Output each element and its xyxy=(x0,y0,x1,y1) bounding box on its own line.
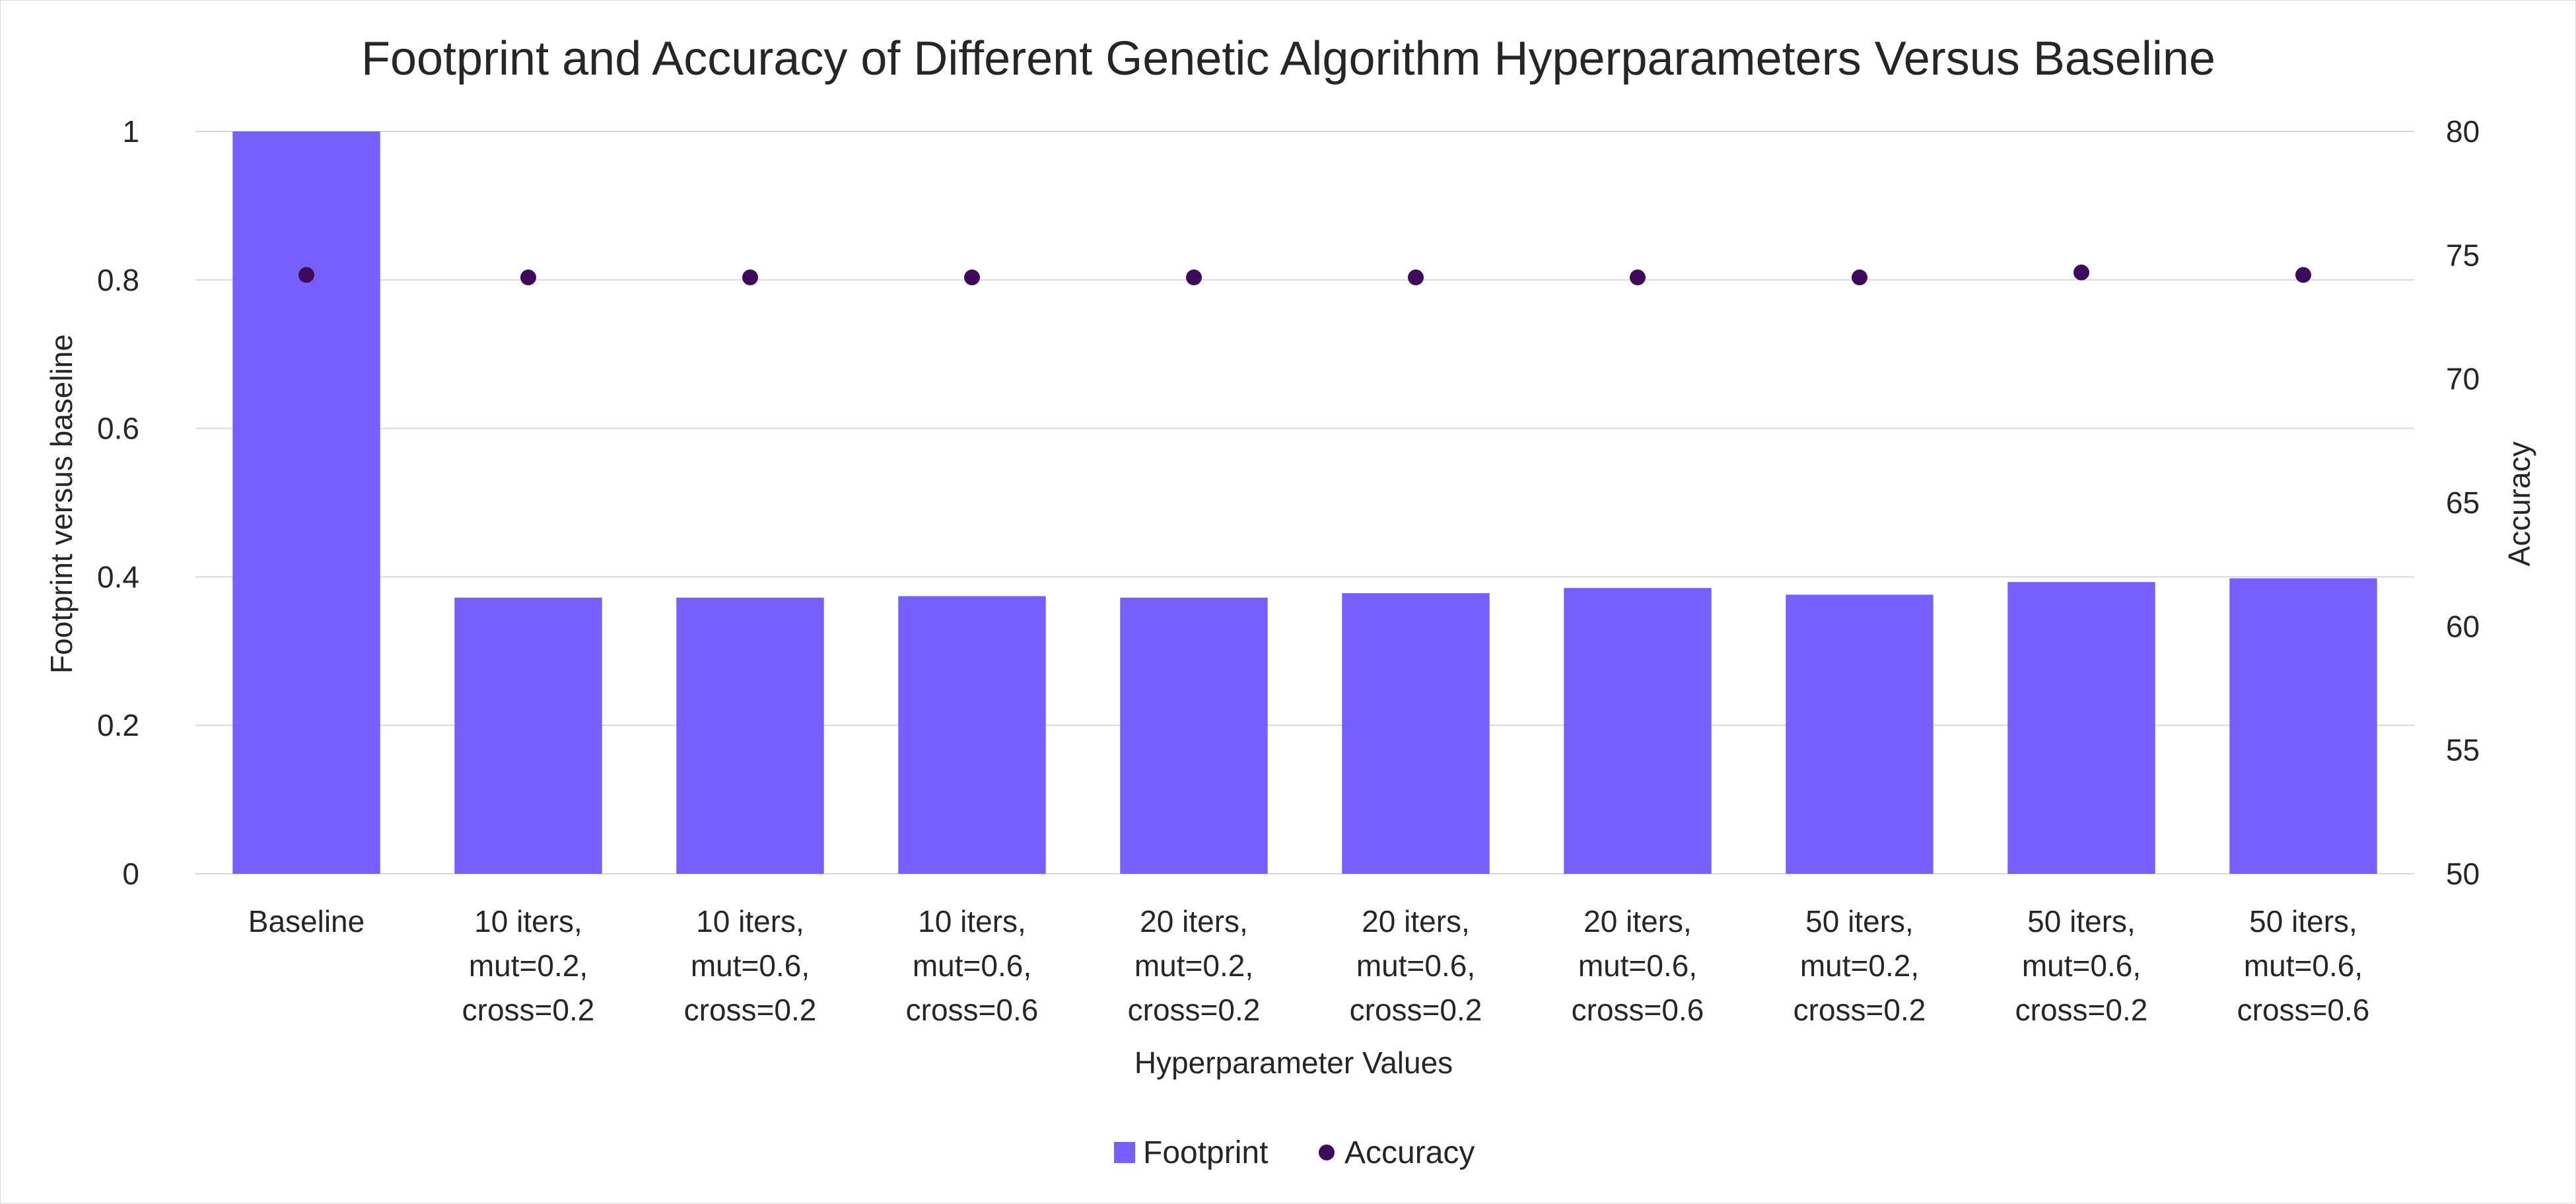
y-tick-label: 0 xyxy=(122,857,139,891)
footprint-bars xyxy=(232,131,2377,874)
footprint-bar xyxy=(1564,588,1712,874)
legend-footprint-label: Footprint xyxy=(1143,1135,1268,1170)
category-label-line: cross=0.2 xyxy=(684,993,817,1027)
category-label: 10 iters, mut=0.6, cross=0.2 xyxy=(684,904,817,1027)
x-axis-label: Hyperparameter Values xyxy=(1134,1045,1453,1080)
category-label: 20 iters, mut=0.6, cross=0.2 xyxy=(1350,904,1482,1027)
category-label-line: 50 iters, xyxy=(2249,904,2357,938)
category-label: 50 iters, mut=0.6, cross=0.6 xyxy=(2237,904,2370,1027)
category-label: 50 iters, mut=0.6, cross=0.2 xyxy=(2015,904,2148,1027)
category-label: 10 iters, mut=0.6, cross=0.6 xyxy=(906,904,1039,1027)
category-label-line: mut=0.2, xyxy=(469,948,588,983)
accuracy-point xyxy=(1186,269,1202,286)
category-label-line: 50 iters, xyxy=(2027,904,2136,938)
category-label-line: mut=0.6, xyxy=(2244,948,2363,983)
accuracy-point xyxy=(1630,269,1646,286)
right-axis-ticks: 50 55 60 65 70 75 80 xyxy=(2446,114,2480,891)
category-label-line: cross=0.6 xyxy=(906,993,1039,1027)
footprint-bar xyxy=(232,131,380,874)
accuracy-points xyxy=(298,264,2311,286)
accuracy-point xyxy=(520,269,536,286)
category-label: 20 iters, mut=0.2, cross=0.2 xyxy=(1128,904,1261,1027)
accuracy-point xyxy=(2073,264,2089,281)
footprint-bar xyxy=(2007,582,2155,874)
footprint-bar xyxy=(898,596,1046,874)
footprint-bar xyxy=(454,597,602,874)
footprint-bar xyxy=(676,597,824,874)
y-tick-label: 0.8 xyxy=(97,263,139,297)
category-label-line: cross=0.2 xyxy=(1128,993,1261,1027)
footprint-bar xyxy=(1786,594,1933,874)
y2-tick-label: 80 xyxy=(2446,114,2480,149)
category-label-line: 50 iters, xyxy=(1805,904,1914,938)
legend-accuracy-label: Accuracy xyxy=(1344,1135,1475,1170)
category-label-line: cross=0.2 xyxy=(462,993,595,1027)
category-label-line: mut=0.2, xyxy=(1134,948,1253,983)
category-label-line: 10 iters, xyxy=(918,904,1026,938)
accuracy-point xyxy=(964,269,980,286)
legend: Footprint Accuracy xyxy=(1114,1135,1475,1170)
category-label-line: mut=0.6, xyxy=(913,948,1031,983)
accuracy-point xyxy=(742,269,758,286)
category-label-line: mut=0.6, xyxy=(1578,948,1697,983)
category-label-line: mut=0.6, xyxy=(2022,948,2141,983)
category-label-line: mut=0.6, xyxy=(1356,948,1475,983)
category-label-line: cross=0.2 xyxy=(1793,993,1926,1027)
y2-tick-label: 60 xyxy=(2446,609,2480,643)
category-label-line: cross=0.6 xyxy=(2237,993,2370,1027)
category-label-line: 20 iters, xyxy=(1584,904,1692,938)
y2-tick-label: 55 xyxy=(2446,733,2480,767)
category-label-line: cross=0.2 xyxy=(1350,993,1482,1027)
y-tick-label: 0.2 xyxy=(97,708,139,742)
accuracy-point xyxy=(1852,269,1867,286)
category-label-line: cross=0.6 xyxy=(1572,993,1704,1027)
category-label: Baseline xyxy=(248,904,365,938)
legend-footprint-swatch xyxy=(1114,1142,1135,1163)
y-tick-label: 0.6 xyxy=(97,411,139,446)
footprint-bar xyxy=(1342,593,1490,874)
category-labels: Baseline 10 iters, mut=0.2, cross=0.210 ite… xyxy=(248,904,2370,1027)
accuracy-point xyxy=(1408,269,1424,286)
y2-tick-label: 75 xyxy=(2446,238,2480,272)
footprint-bar xyxy=(1120,597,1268,874)
category-label-line: mut=0.2, xyxy=(1800,948,1919,983)
category-label: 20 iters, mut=0.6, cross=0.6 xyxy=(1572,904,1704,1027)
footprint-bar xyxy=(2229,578,2377,874)
category-label-line: cross=0.2 xyxy=(2015,993,2148,1027)
y-axis-label: Footprint versus baseline xyxy=(44,334,79,674)
y2-tick-label: 50 xyxy=(2446,857,2480,891)
left-axis-ticks: 0 0.2 0.4 0.6 0.8 1 xyxy=(97,114,139,891)
category-label-line: mut=0.6, xyxy=(691,948,810,983)
chart-title: Footprint and Accuracy of Different Gene… xyxy=(361,32,2215,85)
y2-tick-label: 65 xyxy=(2446,485,2480,520)
y2-tick-label: 70 xyxy=(2446,362,2480,396)
category-label: 50 iters, mut=0.2, cross=0.2 xyxy=(1793,904,1926,1027)
legend-accuracy-marker xyxy=(1319,1145,1335,1160)
category-label-line: 20 iters, xyxy=(1140,904,1248,938)
category-label-line: 10 iters, xyxy=(696,904,804,938)
category-label-line: 20 iters, xyxy=(1362,904,1470,938)
y-tick-label: 0.4 xyxy=(97,559,139,594)
accuracy-point xyxy=(298,267,314,283)
category-label-line: 10 iters, xyxy=(474,904,582,938)
accuracy-point xyxy=(2295,267,2311,283)
category-label: 10 iters, mut=0.2, cross=0.2 xyxy=(462,904,595,1027)
y-tick-label: 1 xyxy=(122,114,139,149)
category-label-line: Baseline xyxy=(248,904,365,938)
y2-axis-label: Accuracy xyxy=(2502,441,2536,566)
